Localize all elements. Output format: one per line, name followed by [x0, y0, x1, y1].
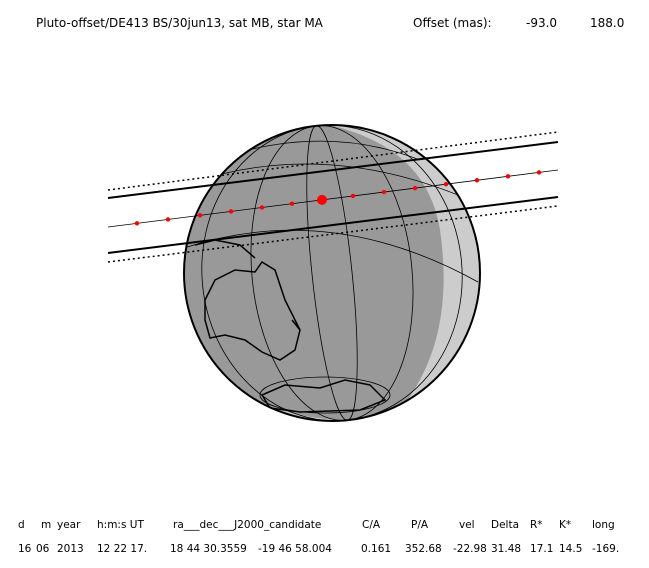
column-header: C/A	[362, 519, 381, 531]
offset-label: Offset (mas):	[413, 16, 492, 30]
time-marker	[134, 221, 140, 226]
cell: 14.5	[559, 543, 582, 555]
cell: 2013	[57, 543, 84, 555]
cell: -19 46 58.004	[258, 543, 332, 555]
time-marker	[412, 185, 418, 191]
time-marker	[228, 209, 234, 214]
cell: 18 44 30.3559	[170, 543, 247, 555]
time-marker	[505, 174, 511, 179]
time-marker	[165, 217, 171, 222]
globe	[183, 124, 481, 422]
cell: 352.68	[405, 543, 442, 555]
cell: 17.1	[530, 543, 553, 555]
column-header: vel	[459, 519, 475, 531]
column-header: year	[57, 519, 81, 531]
cell: 12 22 17.	[97, 543, 147, 555]
cell: 06	[36, 543, 50, 555]
time-markers	[134, 170, 542, 226]
cell: -169.	[592, 543, 619, 555]
time-marker	[350, 193, 356, 199]
cell: 16	[18, 543, 32, 555]
time-marker	[289, 201, 295, 206]
time-marker	[381, 189, 387, 195]
time-marker	[197, 213, 203, 218]
time-marker	[474, 178, 480, 183]
time-marker	[536, 170, 542, 175]
cell: 31.48	[491, 543, 521, 555]
column-header: ra___dec___J2000_candidate	[173, 519, 321, 531]
column-header: K*	[559, 519, 571, 531]
offset-y: 188.0	[590, 16, 624, 30]
column-header: d	[18, 519, 25, 531]
column-header: long	[592, 519, 615, 531]
title: Pluto-offset/DE413 BS/30jun13, sat MB, s…	[36, 16, 324, 30]
column-header: R*	[530, 519, 543, 531]
column-header: Delta	[491, 519, 519, 531]
cell: -22.98	[453, 543, 487, 555]
closest-approach	[317, 194, 327, 205]
column-header: m	[41, 519, 51, 531]
time-marker	[259, 205, 265, 210]
time-marker	[443, 181, 449, 187]
column-header: h:m:s UT	[97, 519, 144, 531]
shadow-path	[107, 131, 559, 263]
column-header: P/A	[411, 519, 429, 531]
offset-x: -93.0	[526, 16, 557, 30]
cell: 0.161	[361, 543, 391, 555]
